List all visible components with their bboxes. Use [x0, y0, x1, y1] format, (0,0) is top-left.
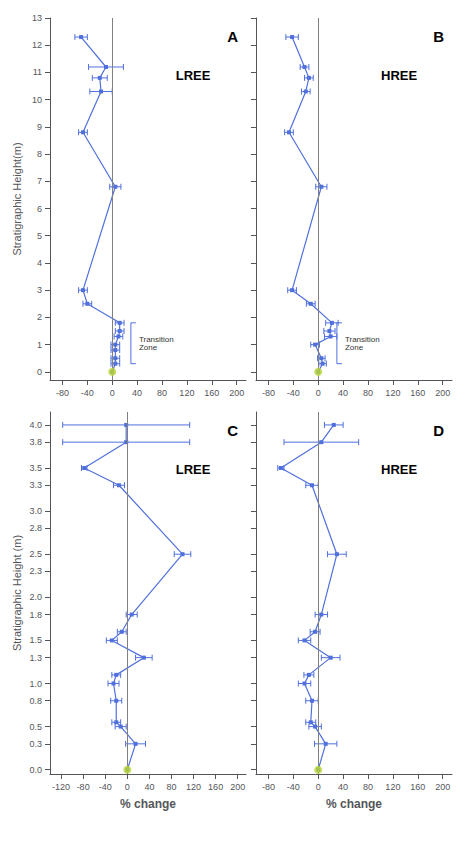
svg-text:40: 40 — [338, 388, 348, 398]
svg-text:-40: -40 — [81, 388, 94, 398]
svg-text:9: 9 — [37, 122, 42, 132]
svg-text:2.8: 2.8 — [29, 523, 42, 533]
svg-text:120: 120 — [179, 388, 194, 398]
svg-text:0: 0 — [125, 782, 130, 792]
svg-text:160: 160 — [204, 388, 219, 398]
svg-text:5: 5 — [37, 231, 42, 241]
svg-text:160: 160 — [208, 782, 223, 792]
svg-text:80: 80 — [363, 388, 373, 398]
svg-text:4: 4 — [37, 258, 42, 268]
svg-text:Stratigraphic Height (m): Stratigraphic Height (m) — [11, 535, 23, 651]
svg-text:2.0: 2.0 — [29, 592, 42, 602]
svg-text:-40: -40 — [99, 782, 112, 792]
svg-text:B: B — [433, 28, 444, 45]
svg-text:-120: -120 — [52, 782, 70, 792]
svg-text:-80: -80 — [77, 782, 90, 792]
svg-text:LREE: LREE — [176, 462, 211, 477]
svg-text:40: 40 — [132, 388, 142, 398]
svg-text:0.0: 0.0 — [29, 765, 42, 775]
svg-text:-80: -80 — [262, 388, 275, 398]
svg-text:2.3: 2.3 — [29, 566, 42, 576]
svg-text:160: 160 — [410, 388, 425, 398]
svg-text:10: 10 — [32, 95, 42, 105]
svg-text:11: 11 — [33, 67, 42, 77]
svg-text:-40: -40 — [287, 388, 300, 398]
svg-text:1.0: 1.0 — [29, 679, 42, 689]
svg-text:8: 8 — [37, 149, 42, 159]
svg-text:Zone: Zone — [345, 343, 364, 352]
svg-text:0: 0 — [316, 388, 321, 398]
svg-text:HREE: HREE — [381, 462, 417, 477]
svg-text:0.5: 0.5 — [29, 722, 42, 732]
svg-text:40: 40 — [338, 782, 348, 792]
svg-text:D: D — [433, 422, 444, 439]
svg-text:3.3: 3.3 — [29, 480, 42, 490]
svg-text:0: 0 — [316, 782, 321, 792]
svg-text:C: C — [227, 422, 238, 439]
svg-text:0.8: 0.8 — [29, 696, 42, 706]
svg-text:1.8: 1.8 — [29, 610, 42, 620]
svg-text:3: 3 — [37, 285, 42, 295]
svg-text:12: 12 — [32, 40, 42, 50]
svg-text:3.0: 3.0 — [29, 506, 42, 516]
svg-text:Stratigraphic Height(m): Stratigraphic Height(m) — [11, 142, 23, 255]
svg-text:0: 0 — [37, 367, 42, 377]
svg-text:200: 200 — [230, 782, 245, 792]
svg-text:120: 120 — [385, 388, 400, 398]
svg-text:6: 6 — [37, 204, 42, 214]
svg-text:3.5: 3.5 — [29, 463, 42, 473]
svg-text:80: 80 — [157, 388, 167, 398]
svg-text:2.5: 2.5 — [29, 549, 42, 559]
svg-text:-80: -80 — [262, 782, 275, 792]
svg-text:% change: % change — [326, 797, 382, 811]
svg-text:4.0: 4.0 — [29, 420, 42, 430]
svg-text:% change: % change — [120, 797, 176, 811]
svg-text:120: 120 — [186, 782, 201, 792]
svg-text:0: 0 — [110, 388, 115, 398]
svg-text:1.5: 1.5 — [29, 635, 42, 645]
svg-text:Transition: Transition — [344, 334, 380, 344]
svg-text:80: 80 — [363, 782, 373, 792]
svg-text:1: 1 — [37, 340, 42, 350]
svg-text:1.3: 1.3 — [29, 653, 42, 663]
svg-text:120: 120 — [385, 782, 400, 792]
svg-text:Transition: Transition — [138, 334, 174, 344]
svg-text:80: 80 — [166, 782, 176, 792]
svg-text:-40: -40 — [287, 782, 300, 792]
svg-text:160: 160 — [410, 782, 425, 792]
svg-text:A: A — [227, 28, 238, 45]
svg-text:3.8: 3.8 — [29, 437, 42, 447]
svg-text:7: 7 — [37, 176, 42, 186]
svg-text:0.3: 0.3 — [29, 739, 42, 749]
svg-text:-80: -80 — [56, 388, 69, 398]
svg-text:200: 200 — [229, 388, 244, 398]
svg-text:200: 200 — [435, 782, 450, 792]
svg-text:2: 2 — [37, 312, 42, 322]
svg-text:40: 40 — [144, 782, 154, 792]
svg-text:200: 200 — [435, 388, 450, 398]
svg-text:LREE: LREE — [176, 68, 211, 83]
svg-text:13: 13 — [32, 13, 42, 23]
svg-text:Zone: Zone — [139, 343, 158, 352]
svg-text:HREE: HREE — [381, 68, 417, 83]
